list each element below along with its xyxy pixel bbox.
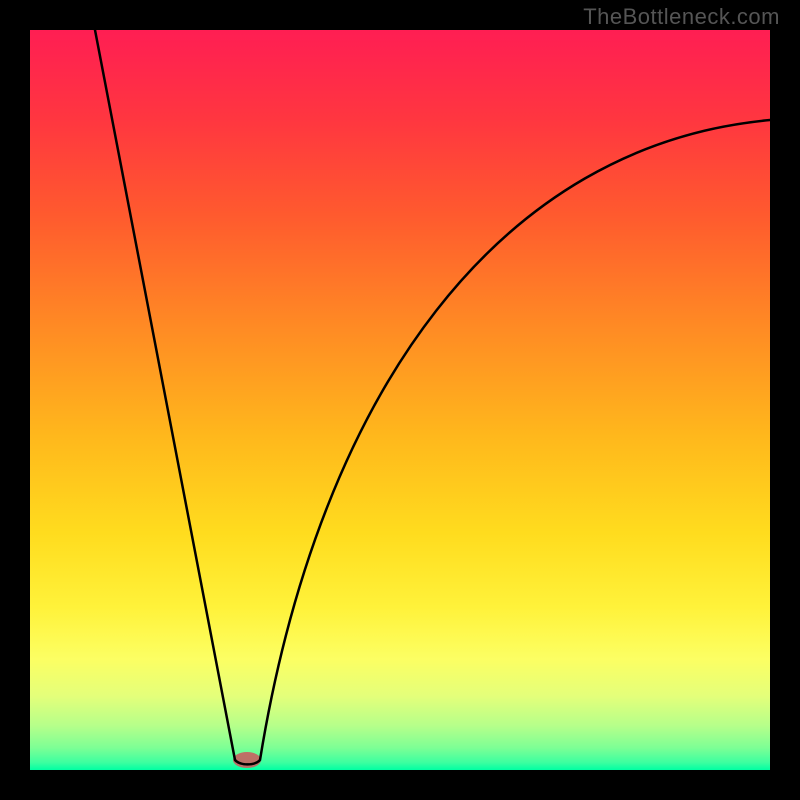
plot-area — [30, 30, 770, 770]
background-gradient — [30, 30, 770, 770]
chart-frame: TheBottleneck.com — [0, 0, 800, 800]
watermark-text: TheBottleneck.com — [583, 4, 780, 30]
chart-svg — [30, 30, 770, 770]
